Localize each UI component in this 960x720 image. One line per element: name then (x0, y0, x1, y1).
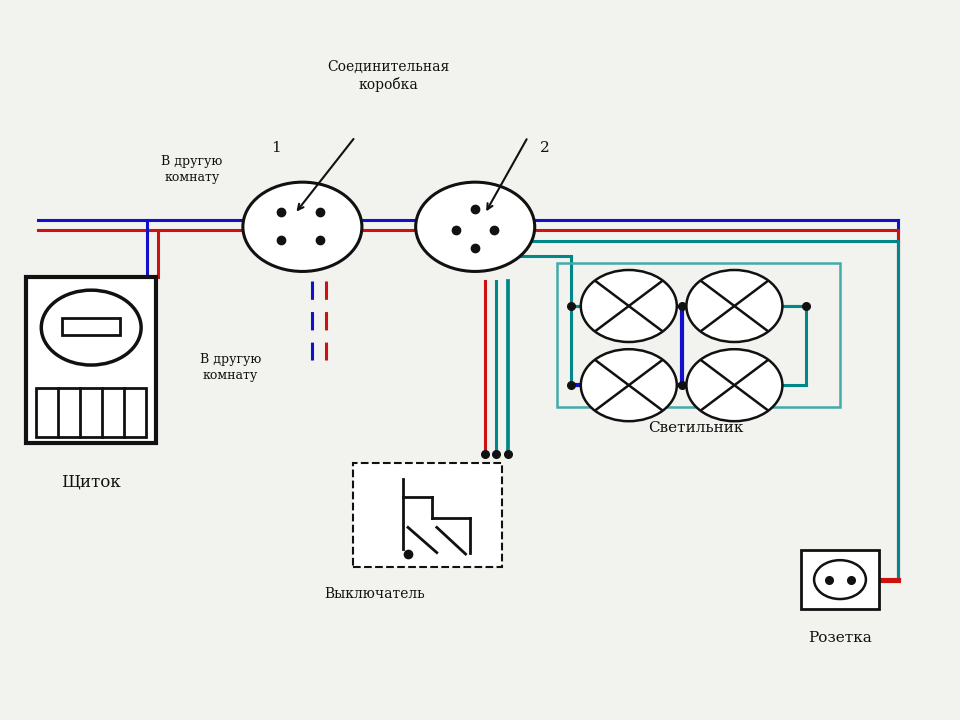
Text: Розетка: Розетка (808, 631, 872, 645)
Text: В другую
комнату: В другую комнату (200, 353, 261, 382)
Circle shape (416, 182, 535, 271)
Circle shape (686, 270, 782, 342)
Circle shape (581, 349, 677, 421)
Bar (557, 263, 840, 407)
Circle shape (686, 349, 782, 421)
Text: 1: 1 (271, 140, 280, 155)
Text: Соединительная
коробка: Соединительная коробка (327, 59, 450, 92)
Bar (26, 277, 156, 443)
Bar (36, 388, 146, 437)
Circle shape (243, 182, 362, 271)
Bar (801, 550, 879, 609)
Bar (62, 318, 120, 335)
Text: В другую
комнату: В другую комнату (161, 155, 223, 184)
Text: Выключатель: Выключатель (324, 588, 424, 601)
Text: 2: 2 (540, 140, 549, 155)
Circle shape (581, 270, 677, 342)
Circle shape (814, 560, 866, 599)
Text: Щиток: Щиток (61, 474, 121, 491)
Text: Светильник: Светильник (648, 421, 744, 436)
Bar (353, 463, 501, 567)
Circle shape (41, 290, 141, 365)
